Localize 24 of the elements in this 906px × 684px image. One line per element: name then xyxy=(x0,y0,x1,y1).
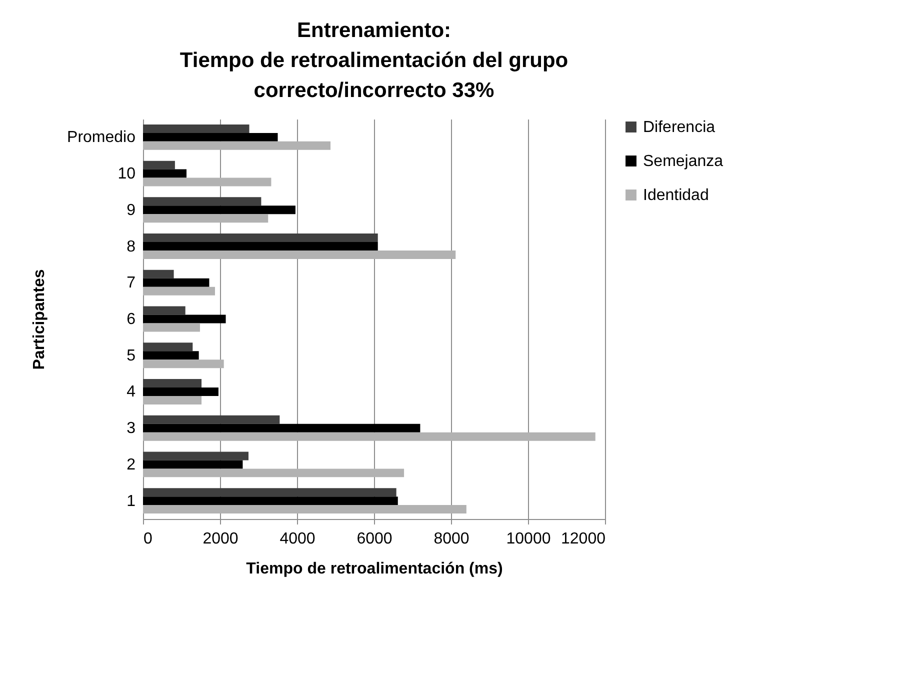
y-tick-label: 3 xyxy=(126,420,136,438)
y-tick-label: 9 xyxy=(126,202,136,219)
x-tick-label: 12000 xyxy=(561,530,606,548)
x-tick-label: 2000 xyxy=(202,530,238,548)
x-tick-label: 8000 xyxy=(434,530,470,548)
legend-label: Diferencia xyxy=(643,119,716,136)
y-tick-label: Promedio xyxy=(67,129,136,146)
y-tick-label: 2 xyxy=(126,456,136,474)
y-tick-label: 8 xyxy=(126,238,136,256)
y-tick-label: 5 xyxy=(126,347,136,364)
y-tick-label: 10 xyxy=(118,166,136,183)
x-tick-label: 10000 xyxy=(506,530,551,548)
legend-label: Identidad xyxy=(643,187,709,204)
y-tick-label: 1 xyxy=(126,492,136,510)
y-tick-label: 4 xyxy=(126,384,136,401)
y-axis-title: Participantes xyxy=(31,269,48,370)
y-tick-label: 6 xyxy=(126,311,136,328)
x-tick-label: 4000 xyxy=(280,530,316,548)
legend-label: Semejanza xyxy=(643,153,724,170)
y-tick-label: 7 xyxy=(126,274,136,292)
x-tick-label: 6000 xyxy=(356,530,392,548)
chart-title: Entrenamiento: Tiempo de retroalimentación del grupo correcto/incorrecto 33% xyxy=(180,19,568,102)
x-tick-label: 0 xyxy=(144,530,152,548)
x-axis-title: Tiempo de retroalimentación (ms) xyxy=(246,560,503,578)
